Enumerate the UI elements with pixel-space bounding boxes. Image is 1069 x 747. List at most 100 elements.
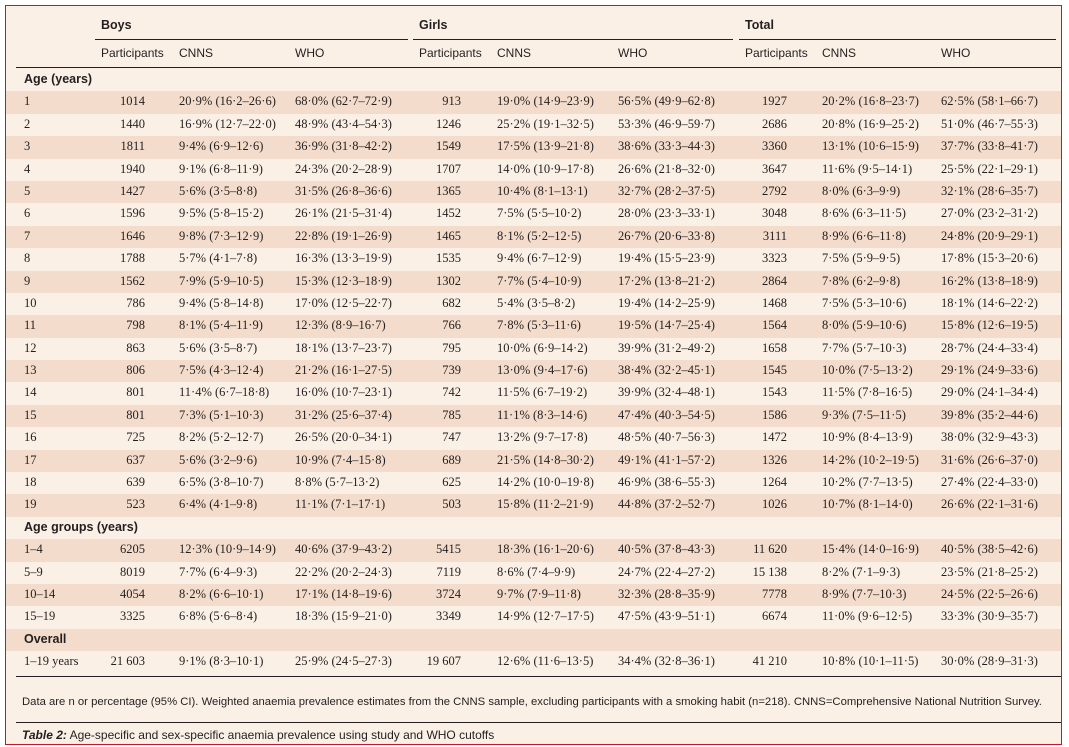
table-cell: 3360 (762, 139, 787, 154)
table-cell: 16·2% (13·8–18·9) (941, 273, 1038, 288)
table-cell: 8·0% (5·9–10·6) (822, 318, 907, 333)
table-cell: 31·5% (26·8–36·6) (295, 183, 392, 198)
section-title: Overall (24, 631, 67, 646)
table-cell: 44·8% (37·2–52·7) (618, 497, 715, 512)
table-cell: 3 (24, 139, 31, 154)
table-cell: 21·5% (14·8–30·2) (497, 452, 594, 467)
table-cell: 2 (24, 116, 31, 131)
table-cell: 11 620 (753, 542, 787, 557)
table-cell: 7·9% (5·9–10·5) (179, 273, 264, 288)
table-cell: 1646 (120, 228, 145, 243)
table-cell: 6205 (120, 542, 145, 557)
table-cell: 1440 (120, 116, 145, 131)
section-header: Age groups (years) (6, 517, 1061, 539)
table-cell: 40·5% (38·5–42·6) (941, 542, 1038, 557)
table-cell: 14 (24, 385, 37, 400)
table-cell: 19·5% (14·7–25·4) (618, 318, 715, 333)
table-cell: 10·9% (7·4–15·8) (295, 452, 386, 467)
table-cell: 10·4% (8·1–13·1) (497, 183, 588, 198)
table-cell: 913 (442, 94, 461, 109)
table-cell: 38·0% (32·9–43·3) (941, 430, 1038, 445)
table-cell: 15·4% (14·0–16·9) (822, 542, 919, 557)
table-cell: 24·3% (20·2–28·9) (295, 161, 392, 176)
table-cell: 9·3% (7·5–11·5) (822, 407, 906, 422)
table-cell: 1014 (120, 94, 145, 109)
table-cell: 863 (126, 340, 145, 355)
table-cell: 21 603 (110, 654, 145, 669)
table-cell: 795 (442, 340, 461, 355)
table-cell: 16·0% (10·7–23·1) (295, 385, 392, 400)
table-cell: 13·1% (10·6–15·9) (822, 139, 919, 154)
table-cell: 5·6% (3·5–8·8) (179, 183, 258, 198)
table-cell: 32·3% (28·8–35·9) (618, 586, 715, 601)
table-cell: 18·3% (16·1–20·6) (497, 542, 594, 557)
table-cell: 39·9% (32·4–48·1) (618, 385, 715, 400)
table-cell: 7·8% (6·2–9·8) (822, 273, 901, 288)
table-cell: 11·5% (6·7–19·2) (497, 385, 588, 400)
table-row: 17 637 5·6% (3·2–9·6) 10·9% (7·4–15·8) 689 21… (6, 449, 1061, 473)
table-cell: 9 (24, 273, 31, 288)
subheader-boys-who: WHO (295, 46, 325, 60)
table-row: 9 1562 7·9% (5·9–10·5) 15·3% (12·3–18·9) 130… (6, 270, 1061, 293)
table-cell: 639 (126, 475, 145, 490)
table-cell: 18·3% (15·9–21·0) (295, 609, 392, 624)
table-row: 15–19 3325 6·8% (5·6–8·4) 18·3% (15·9–21·0)… (6, 606, 1061, 628)
table-row: 5–9 8019 7·7% (6·4–9·3) 22·2% (20·2–24·3) 71… (6, 562, 1061, 584)
table-cell: 47·4% (40·3–54·5) (618, 407, 715, 422)
table-cell: 22·2% (20·2–24·3) (295, 564, 392, 579)
table-cell: 1246 (436, 116, 461, 131)
subheader-girls-cnns: CNNS (497, 46, 532, 60)
table-cell: 523 (126, 497, 145, 512)
table-row: 1 1014 20·9% (16·2–26·6) 68·0% (62·7–72·9) 9… (6, 91, 1061, 114)
table-cell: 28·0% (23·3–33·1) (618, 206, 715, 221)
table-cell: 16·9% (12·7–22·0) (179, 116, 276, 131)
table-cell: 56·5% (49·9–62·8) (618, 94, 715, 109)
subheader-boys-cnns: CNNS (179, 46, 214, 60)
table-body: Age (years) 1 1014 20·9% (16·2–26·6) 68·0% (… (6, 69, 1061, 674)
table-frame: Boys Girls Total Participants CNNS WHO P… (5, 5, 1062, 745)
table-cell: 7·7% (5·4–10·9) (497, 273, 582, 288)
table-cell: 10–14 (24, 586, 56, 601)
table-cell: 17·5% (13·9–21·8) (497, 139, 594, 154)
table-cell: 13·0% (9·4–17·6) (497, 363, 588, 378)
table-cell: 9·1% (8·3–10·1) (179, 654, 264, 669)
table-cell: 8·6% (7·4–9·9) (497, 564, 576, 579)
table-cell: 34·4% (32·8–36·1) (618, 654, 715, 669)
table-cell: 10·7% (8·1–14·0) (822, 497, 913, 512)
table-cell: 15 138 (752, 564, 787, 579)
table-cell: 27·0% (23·2–31·2) (941, 206, 1038, 221)
table-cell: 637 (126, 452, 145, 467)
table-row: 11 798 8·1% (5·4–11·9) 12·3% (8·9–16·7) 766 7… (6, 315, 1061, 338)
subheader-total-who: WHO (941, 46, 971, 60)
section-header: Overall (6, 628, 1061, 652)
table-cell: 1596 (120, 206, 145, 221)
table-row: 1–4 6205 12·3% (10·9–14·9) 40·6% (37·9–43·2… (6, 539, 1061, 562)
table-row: 10–14 4054 8·2% (6·6–10·1) 17·1% (14·8–19·6… (6, 583, 1061, 607)
table-cell: 8 (24, 251, 31, 266)
header-rule (16, 67, 1061, 68)
table-cell: 24·8% (20·9–29·1) (941, 228, 1038, 243)
table-cell: 8·1% (5·2–12·5) (497, 228, 582, 243)
table-cell: 1–4 (24, 542, 43, 557)
table-cell: 15·3% (12·3–18·9) (295, 273, 392, 288)
table-cell: 26·5% (20·0–34·1) (295, 430, 392, 445)
table-cell: 14·2% (10·0–19·8) (497, 475, 594, 490)
table-row: 5 1427 5·6% (3·5–8·8) 31·5% (26·8–36·6) 1365… (6, 180, 1061, 204)
table-cell: 15·8% (11·2–21·9) (497, 497, 594, 512)
table-cell: 19 (24, 497, 37, 512)
section-title: Age groups (years) (24, 519, 138, 534)
table-cell: 12·3% (10·9–14·9) (179, 542, 276, 557)
table-cell: 38·4% (32·2–45·1) (618, 363, 715, 378)
table-cell: 3349 (436, 609, 461, 624)
table-cell: 23·5% (21·8–25·2) (941, 564, 1038, 579)
table-cell: 8·2% (5·2–12·7) (179, 430, 264, 445)
table-cell: 2686 (762, 116, 787, 131)
table-cell: 17 (24, 452, 37, 467)
table-cell: 6·4% (4·1–9·8) (179, 497, 258, 512)
table-cell: 20·9% (16·2–26·6) (179, 94, 276, 109)
table-row: 16 725 8·2% (5·2–12·7) 26·5% (20·0–34·1) 747… (6, 427, 1061, 449)
table-cell: 17·8% (15·3–20·6) (941, 251, 1038, 266)
table-cell: 3325 (120, 609, 145, 624)
table-cell: 14·0% (10·9–17·8) (497, 161, 594, 176)
table-cell: 31·6% (26·6–37·0) (941, 452, 1038, 467)
